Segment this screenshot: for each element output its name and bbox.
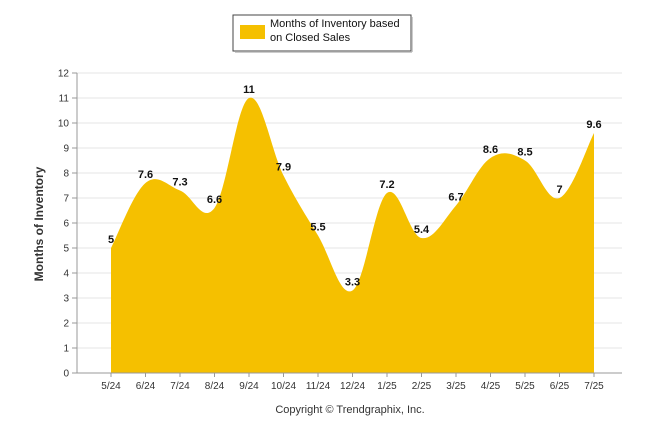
x-tick-label: 11/24	[306, 381, 331, 392]
x-tick-label: 2/25	[412, 381, 432, 392]
y-tick-label: 7	[63, 194, 69, 205]
data-label: 6.6	[207, 194, 222, 206]
y-tick-label: 4	[63, 269, 69, 280]
y-tick-label: 1	[63, 344, 69, 355]
data-label: 5.4	[414, 224, 430, 236]
data-label: 7.2	[379, 179, 394, 191]
x-tick-label: 4/25	[481, 381, 501, 392]
y-tick-label: 11	[59, 94, 70, 105]
x-tick-label: 9/24	[239, 381, 259, 392]
y-tick-label: 3	[63, 294, 69, 305]
x-tick-label: 5/25	[515, 381, 535, 392]
x-tick-label: 5/24	[101, 381, 121, 392]
y-tick-label: 8	[63, 169, 69, 180]
x-tick-label: 1/25	[377, 381, 397, 392]
legend-line-2: on Closed Sales	[270, 32, 351, 44]
y-tick-label: 2	[63, 319, 69, 330]
data-labels: 5 7.6 7.3 6.6 11 7.9 5.5 3.3 7.2 5.4 6.7 8.6 8.5 7 9.6	[108, 84, 602, 289]
x-tick-label: 7/25	[584, 381, 604, 392]
data-label: 7	[556, 184, 562, 196]
series-area	[77, 97, 622, 374]
data-label: 7.3	[172, 177, 187, 189]
y-axis-title: Months of Inventory	[32, 166, 46, 281]
x-tick-label: 7/24	[170, 381, 190, 392]
legend: Months of Inventory based on Closed Sale…	[232, 14, 413, 53]
legend-line-1: Months of Inventory based	[270, 18, 400, 30]
data-label: 5.5	[310, 222, 325, 234]
data-label: 6.7	[448, 192, 463, 204]
data-label: 7.6	[138, 169, 153, 181]
x-tick-label: 6/25	[550, 381, 570, 392]
x-tick-label: 12/24	[340, 381, 365, 392]
x-tick-label: 8/24	[205, 381, 225, 392]
data-label: 9.6	[586, 119, 601, 131]
data-label: 7.9	[276, 162, 291, 174]
y-tick-label: 0	[63, 369, 69, 380]
data-label: 11	[243, 84, 255, 96]
x-tick-label: 10/24	[271, 381, 296, 392]
data-label: 5	[108, 234, 114, 246]
y-tick-label: 5	[63, 244, 69, 255]
data-label: 8.5	[517, 147, 532, 159]
y-tick-label: 12	[58, 69, 70, 80]
data-label: 8.6	[483, 144, 498, 156]
x-tick-label: 6/24	[136, 381, 156, 392]
y-tick-label: 10	[58, 119, 70, 130]
series-area-fill	[111, 97, 594, 374]
y-tick-label: 6	[63, 219, 69, 230]
y-tick-label: 9	[63, 144, 69, 155]
data-label: 3.3	[345, 277, 360, 289]
legend-swatch	[240, 25, 265, 39]
copyright-text: Copyright © Trendgraphix, Inc.	[275, 404, 424, 416]
x-tick-label: 3/25	[446, 381, 466, 392]
x-axis-ticks: 5/24 6/24 7/24 8/24 9/24 10/24 11/24 12/24 1/25 2…	[101, 373, 604, 392]
